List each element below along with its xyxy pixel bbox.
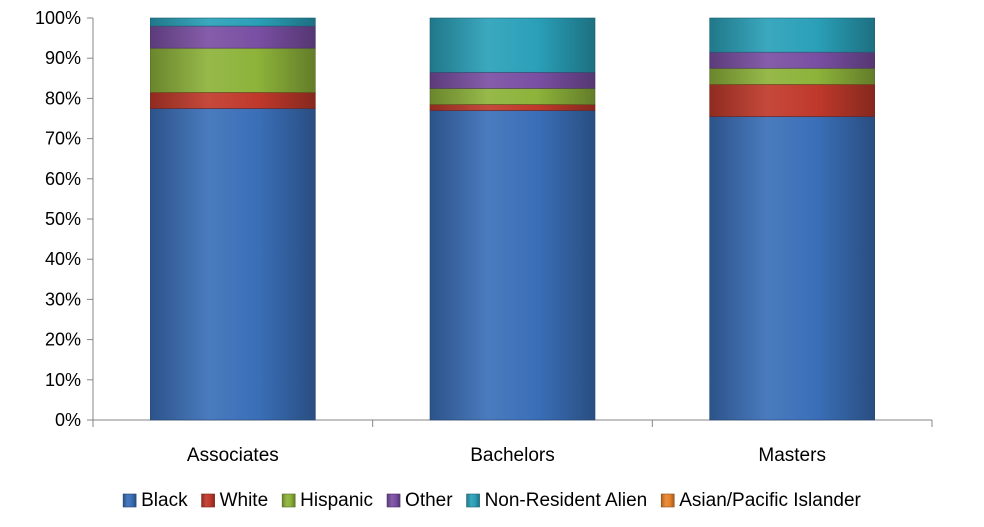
- bar-segment: [429, 17, 596, 73]
- legend-swatch: [660, 493, 675, 508]
- legend-item: Asian/Pacific Islander: [660, 490, 862, 511]
- legend-item: Non-Resident Alien: [466, 490, 648, 511]
- legend-label: White: [220, 490, 269, 511]
- y-tick-label: 40%: [45, 249, 81, 269]
- y-tick-label: 90%: [45, 48, 81, 68]
- legend-swatch: [386, 493, 401, 508]
- y-tick-label: 60%: [45, 169, 81, 189]
- legend-swatch: [122, 493, 137, 508]
- legend-swatch: [281, 493, 296, 508]
- bar-segment: [150, 108, 316, 421]
- legend-item: Black: [122, 490, 188, 511]
- bar-segment: [709, 17, 875, 53]
- bar-segment: [709, 67, 875, 85]
- legend-item: White: [201, 490, 269, 511]
- bar-segment: [709, 51, 875, 69]
- bar-segment: [429, 88, 596, 105]
- y-tick-label: 10%: [45, 370, 81, 390]
- y-tick-label: 20%: [45, 330, 81, 350]
- bar-segment: [429, 71, 596, 89]
- y-tick-label: 50%: [45, 209, 81, 229]
- legend-swatch: [466, 493, 480, 508]
- y-tick-label: 30%: [45, 289, 81, 309]
- legend: Black White Hispanic Other Non-Resident Alie…: [122, 490, 862, 511]
- category-label: Masters: [758, 445, 826, 466]
- legend-item: Hispanic: [281, 490, 373, 511]
- x-axis: Associates Bachelors Masters: [92, 419, 933, 466]
- bar-segment: [709, 116, 875, 421]
- y-tick-label: 100%: [35, 8, 81, 28]
- bar-segment: [709, 84, 875, 117]
- y-tick-label: 0%: [55, 410, 81, 430]
- legend-swatch: [201, 493, 215, 508]
- category-label: Bachelors: [470, 445, 555, 466]
- y-tick-label: 80%: [45, 88, 81, 108]
- legend-label: Asian/Pacific Islander: [679, 490, 861, 511]
- bar-segment: [150, 92, 316, 109]
- bar-segment: [429, 104, 596, 111]
- category-label: Associates: [187, 445, 279, 466]
- bar-segment: [150, 25, 316, 49]
- legend-item: Other: [386, 490, 453, 511]
- legend-label: Non-Resident Alien: [485, 490, 648, 511]
- y-axis: 0% 10% 20% 30% 40% 50% 60% 70% 80% 90% 100%: [35, 8, 94, 430]
- bars: [150, 17, 875, 421]
- legend-label: Black: [141, 490, 188, 511]
- bar-segment: [429, 110, 596, 421]
- bar-segment: [150, 47, 316, 93]
- y-tick-label: 70%: [45, 129, 81, 149]
- legend-label: Other: [405, 490, 453, 511]
- bar-segment: [150, 17, 316, 27]
- legend-label: Hispanic: [300, 490, 373, 511]
